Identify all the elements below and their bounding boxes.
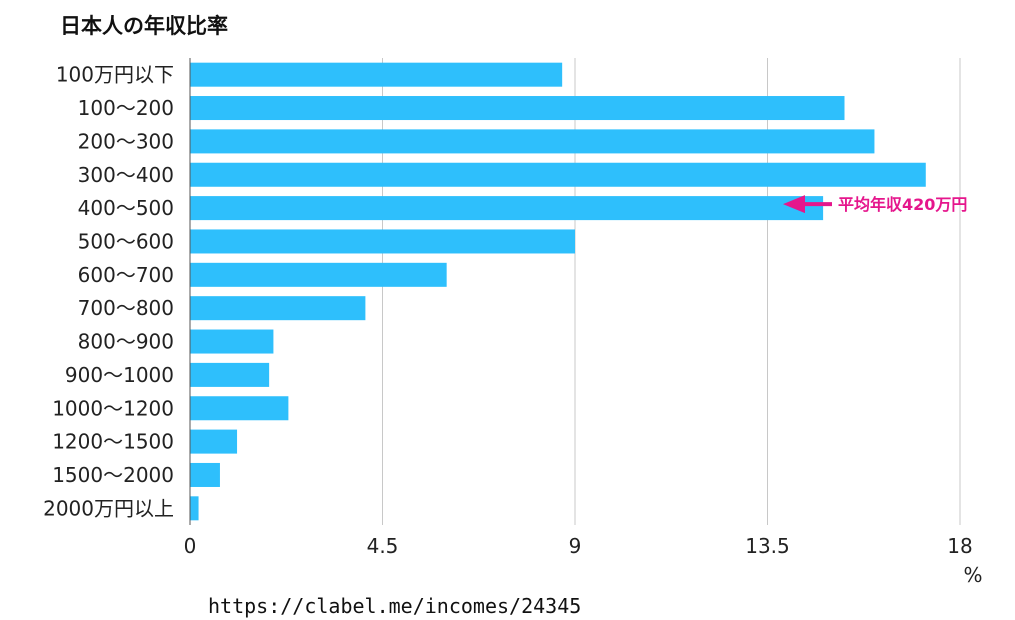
bar — [190, 196, 824, 221]
category-label: 100万円以下 — [56, 63, 174, 87]
category-label: 300〜400 — [78, 163, 174, 187]
x-tick-label: 4.5 — [367, 534, 399, 558]
bar — [190, 429, 238, 454]
x-tick-label: 18 — [947, 534, 972, 558]
category-label: 200〜300 — [78, 129, 174, 153]
bar — [190, 96, 845, 121]
bar — [190, 62, 563, 87]
x-tick-label: 13.5 — [745, 534, 790, 558]
average-annotation: 平均年収420万円 — [783, 195, 967, 214]
category-label: 100〜200 — [78, 96, 174, 120]
bar — [190, 229, 575, 254]
bar — [190, 396, 289, 421]
bar — [190, 362, 270, 387]
category-label: 800〜900 — [78, 330, 174, 354]
category-labels: 100万円以下 100〜200 200〜300 300〜400 400〜500 500〜6… — [43, 63, 174, 521]
category-label: 700〜800 — [78, 296, 174, 320]
source-url: https://clabel.me/incomes/24345 — [208, 594, 582, 618]
category-label: 1200〜1500 — [52, 430, 174, 454]
bars — [190, 62, 926, 521]
bar — [190, 262, 447, 287]
bar-chart: 100万円以下 100〜200 200〜300 300〜400 400〜500 500〜6… — [43, 58, 983, 587]
category-label: 2000万円以上 — [43, 496, 174, 520]
bar — [190, 496, 199, 521]
category-label: 1500〜2000 — [52, 463, 174, 487]
category-label: 900〜1000 — [65, 363, 174, 387]
category-label: 600〜700 — [78, 263, 174, 287]
bar — [190, 162, 926, 187]
category-label: 500〜600 — [78, 229, 174, 253]
annotation-label: 平均年収420万円 — [838, 195, 967, 214]
chart-title: 日本人の年収比率 — [60, 14, 228, 38]
x-tick-label: 9 — [569, 534, 582, 558]
category-label: 400〜500 — [78, 196, 174, 220]
grid-lines — [382, 58, 961, 525]
x-axis-unit: % — [963, 563, 982, 587]
bar — [190, 296, 366, 321]
x-tick-label: 0 — [184, 534, 197, 558]
x-tick-labels: 0 4.5 9 13.5 18 — [184, 534, 973, 558]
bar — [190, 129, 875, 154]
category-label: 1000〜1200 — [52, 396, 174, 420]
bar — [190, 462, 220, 487]
annotation-arrow-head — [783, 195, 805, 214]
bar — [190, 329, 274, 354]
